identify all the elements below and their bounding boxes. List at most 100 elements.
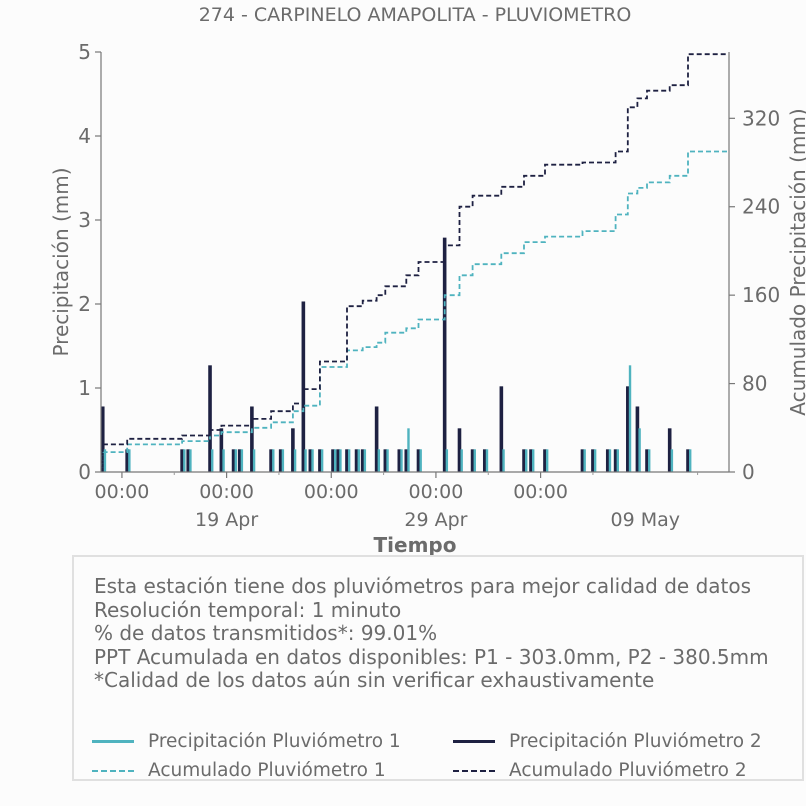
bar-p2 [522,449,526,472]
bar-p2 [219,428,224,472]
legend-label: Acumulado Pluviómetro 2 [509,760,747,781]
x-axis-label: Tiempo [374,533,457,557]
bar-p2 [331,449,335,472]
y2-tick-label: 80 [742,372,767,396]
info-text: Esta estación tiene dos pluviómetros par… [94,574,769,693]
y-axis-label: Precipitación (mm) [49,167,73,356]
bar-p1 [400,449,403,472]
bar-p1 [583,449,586,472]
legend-swatch-p2-cum [453,769,495,772]
y2-tick-label: 160 [742,283,780,307]
bar-p2 [231,449,236,472]
bar-p2 [301,301,306,472]
bar-p2 [404,449,409,472]
bar-p2 [605,449,610,472]
bar-p1 [189,449,192,472]
bar-p1 [377,449,381,472]
bar-p1 [334,449,337,472]
bar-p1 [473,449,476,472]
bar-p2 [208,365,212,472]
x-date-label: 19 Apr [195,509,258,531]
bar-p2 [482,449,487,472]
x-date-label: 29 Apr [404,509,467,531]
bar-p1 [648,449,651,472]
bar-p1 [281,449,285,472]
bar-p2 [360,449,365,472]
line-acumulado-p1 [101,150,729,468]
bar-p1 [311,449,314,472]
legend-item-p2-bar: Precipitación Pluviómetro 2 [453,731,762,752]
legend-label: Precipitación Pluviómetro 2 [509,731,762,752]
bar-p2 [457,428,462,472]
bar-p1 [234,449,237,472]
bar-p1 [502,449,505,472]
bar-p1 [347,449,351,472]
bar-p1 [252,449,256,472]
bar-p2 [269,449,273,472]
legend-label: Acumulado Pluviómetro 1 [148,760,386,781]
x-date-label: 09 May [611,509,681,531]
bar-p2 [100,406,105,472]
bar-p2 [470,449,475,472]
bar-p2 [354,449,359,472]
bar-p1 [222,449,225,472]
bar-p2 [667,428,672,472]
bar-p1 [272,449,275,472]
y-tick-label: 3 [78,208,91,232]
info-line: Esta estación tiene dos pluviómetros par… [94,574,752,598]
y-tick-label: 2 [78,292,91,316]
y2-tick-label: 0 [742,460,755,484]
bar-p1 [460,449,463,472]
legend-swatch-p1-bar [92,740,134,743]
bar-p1 [386,449,389,472]
bar-p1 [545,449,549,472]
bar-p2 [591,449,595,472]
bar-p1 [240,449,244,472]
bar-p1 [293,449,297,472]
y-tick-label: 1 [78,376,91,400]
bar-p2 [336,449,341,472]
y2-tick-label: 240 [742,195,780,219]
x-tick-label: 00:00 [304,481,359,503]
bar-p1 [183,449,186,472]
y2-tick-label: 320 [742,106,780,130]
x-tick-label: 00:00 [513,481,568,503]
y-tick-label: 5 [78,40,91,64]
bar-p2 [529,449,533,472]
line-acumulado-p2 [101,53,729,468]
bar-p1 [608,449,612,472]
bar-p1 [593,449,597,472]
legend-item-p1-bar: Precipitación Pluviómetro 1 [92,731,401,752]
bar-p1 [525,449,528,472]
x-tick-label: 00:00 [199,481,254,503]
y-tick-label: 4 [78,124,91,148]
y2-axis-label: Acumulado Precipitación (mm) [786,108,806,415]
bar-p2 [291,428,295,472]
bar-p1 [532,449,535,472]
bar-p2 [308,449,313,472]
bar-p1 [670,449,674,472]
bar-p2 [645,449,649,472]
legend-swatch-p2-bar [453,740,495,743]
bar-p1 [689,449,692,472]
bar-p2 [237,449,242,472]
info-line: PPT Acumulada en datos disponibles: P1 -… [94,644,769,669]
bar-p1 [419,449,422,472]
bar-p2 [580,449,585,472]
x-tick-label: 00:00 [409,481,464,503]
bar-p2 [613,449,618,472]
bar-p2 [543,449,547,472]
bar-p2 [250,406,254,472]
legend-label: Precipitación Pluviómetro 1 [148,731,401,752]
y-tick-label: 0 [78,460,91,484]
bar-p1 [485,449,489,472]
bar-p1 [320,449,324,472]
bar-p1 [445,449,449,472]
bar-p1 [304,449,307,472]
bar-p1 [339,449,342,472]
info-line: Resolución temporal: 1 minuto [94,597,402,622]
bar-p2 [635,406,640,472]
bar-p2 [186,449,191,472]
bar-p1 [628,365,632,472]
